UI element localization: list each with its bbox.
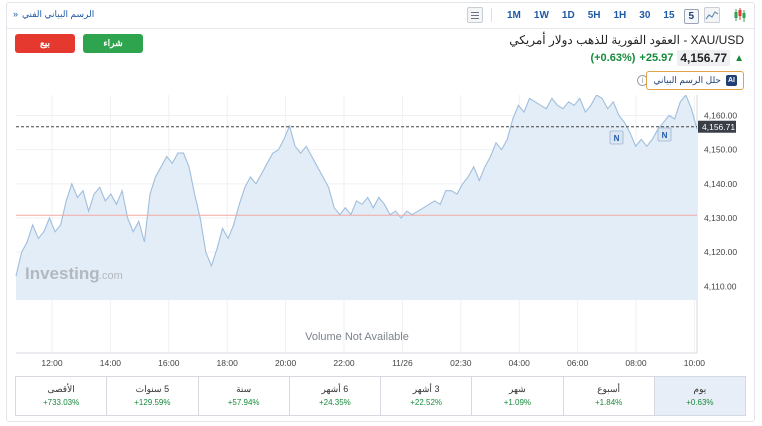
y-tick-label: 4,140.00	[704, 179, 737, 189]
performance-value: +22.52%	[410, 398, 443, 407]
price-summary: (+0.63%) +25.97 4,156.77 ▲	[590, 50, 744, 66]
candlestick-chart-icon[interactable]	[732, 7, 748, 23]
advanced-chart-label: الرسم البياني الفني	[22, 9, 95, 19]
performance-period: يوم	[693, 384, 707, 394]
volume-not-available: Volume Not Available	[305, 331, 409, 343]
advanced-chart-link[interactable]: » الرسم البياني الفني	[13, 9, 94, 20]
performance-cell[interactable]: 5 سنوات +129.59%	[106, 377, 197, 415]
price-area-fill	[16, 95, 697, 300]
y-tick-label: 4,160.00	[704, 111, 737, 121]
performance-period: سنة	[236, 384, 252, 394]
performance-cell[interactable]: 6 أشهر +24.35%	[288, 377, 380, 415]
performance-cell[interactable]: 3 أشهر +22.52%	[380, 377, 471, 415]
current-price-tag: 4,156.71	[702, 122, 735, 132]
ai-badge: AI	[726, 75, 737, 86]
x-tick-label: 11/26	[392, 358, 413, 368]
news-marker-bg[interactable]	[657, 127, 672, 142]
performance-period: 3 أشهر	[412, 384, 440, 394]
timeframe-1h[interactable]: 1H	[613, 10, 627, 21]
sell-button[interactable]: بيع	[15, 34, 75, 53]
timeframe-1w[interactable]: 1W	[533, 10, 549, 21]
news-marker[interactable]: N	[662, 131, 668, 140]
performance-period: الأقصى	[47, 384, 75, 394]
y-tick-label: 4,150.00	[704, 145, 737, 155]
instrument-title: XAU/USD - العقود الفورية للذهب دولار أمر…	[509, 33, 744, 47]
performance-period: 5 سنوات	[135, 384, 170, 394]
price-chart[interactable]: 4,156.714,160.00 4,150.00 4,140.00 4,130.00…	[7, 95, 754, 373]
x-tick-label: 02:30	[450, 358, 472, 368]
analyze-chart-button[interactable]: حلل الرسم البياني AI	[646, 71, 744, 90]
performance-cell[interactable]: أسبوع +1.84%	[562, 377, 654, 415]
y-tick-label: 4,130.00	[704, 213, 737, 223]
performance-cell[interactable]: سنة +57.94%	[197, 377, 289, 415]
arrow-up-icon: ▲	[734, 52, 744, 64]
current-price-tag-bg	[698, 120, 736, 133]
performance-period: أسبوع	[597, 384, 621, 394]
timeframe-5h[interactable]: 5H	[587, 10, 601, 21]
timeframe-15[interactable]: 15	[663, 10, 675, 21]
performance-value: +57.94%	[227, 398, 260, 407]
performance-value: +24.35%	[318, 398, 351, 407]
x-tick-label: 04:00	[509, 358, 531, 368]
timeframe-1d[interactable]: 1D	[561, 10, 575, 21]
price-change: +25.97	[639, 52, 674, 64]
performance-value: +0.63%	[686, 398, 714, 407]
x-tick-label: 22:00	[333, 358, 355, 368]
performance-value: +733.03%	[42, 398, 80, 407]
area-chart-icon[interactable]	[704, 7, 720, 23]
price-change-pct: (+0.63%)	[590, 52, 636, 64]
last-price: 4,156.77	[677, 50, 731, 66]
performance-table: يوم +0.63% أسبوع +1.84% شهر +1.09% 3 أشهر +22.5…	[15, 376, 746, 416]
chart-widget: »الرسم البياني الفني 1M1W1D5H1H301551 بي…	[6, 2, 755, 422]
performance-value: +1.84%	[594, 398, 623, 407]
table-view-icon[interactable]	[467, 7, 483, 23]
performance-cell[interactable]: الأقصى +733.03%	[16, 377, 106, 415]
x-tick-label: 20:00	[275, 358, 297, 368]
performance-cell[interactable]: شهر +1.09%	[471, 377, 562, 415]
y-tick-label: 4,110.00	[704, 281, 737, 291]
price-line-series	[15, 95, 698, 277]
toolbar-divider	[491, 8, 492, 22]
x-tick-label: 18:00	[217, 358, 239, 368]
investing-watermark-suffix: .com	[99, 270, 123, 282]
performance-value: +129.59%	[134, 398, 171, 407]
timeframe-30[interactable]: 30	[639, 10, 651, 21]
chevron-right-icon: »	[13, 9, 19, 19]
investing-watermark: Investing	[25, 264, 100, 283]
chart-toolbar: »الرسم البياني الفني 1M1W1D5H1H301551	[7, 3, 754, 29]
timeframe-5[interactable]: 5	[683, 9, 700, 24]
timeframe-1m[interactable]: 1M	[507, 10, 521, 21]
x-tick-label: 08:00	[625, 358, 647, 368]
performance-cell[interactable]: يوم +0.63%	[653, 377, 745, 415]
timeframe-selector: 1M1W1D5H1H301551	[503, 9, 723, 24]
performance-period: 6 أشهر	[321, 384, 349, 394]
news-marker[interactable]: N	[614, 134, 620, 143]
x-tick-label: 14:00	[100, 358, 122, 368]
analyze-chart-label: حلل الرسم البياني	[653, 75, 721, 85]
x-tick-label: 16:00	[158, 358, 180, 368]
y-tick-label: 4,120.00	[704, 247, 737, 257]
news-marker-bg[interactable]	[609, 130, 624, 145]
x-tick-label: 06:00	[567, 358, 589, 368]
performance-value: +1.09%	[503, 398, 532, 407]
performance-period: شهر	[509, 384, 526, 394]
x-tick-label: 10:00	[684, 358, 706, 368]
x-tick-label: 12:00	[41, 358, 63, 368]
buy-button[interactable]: شراء	[83, 34, 143, 53]
